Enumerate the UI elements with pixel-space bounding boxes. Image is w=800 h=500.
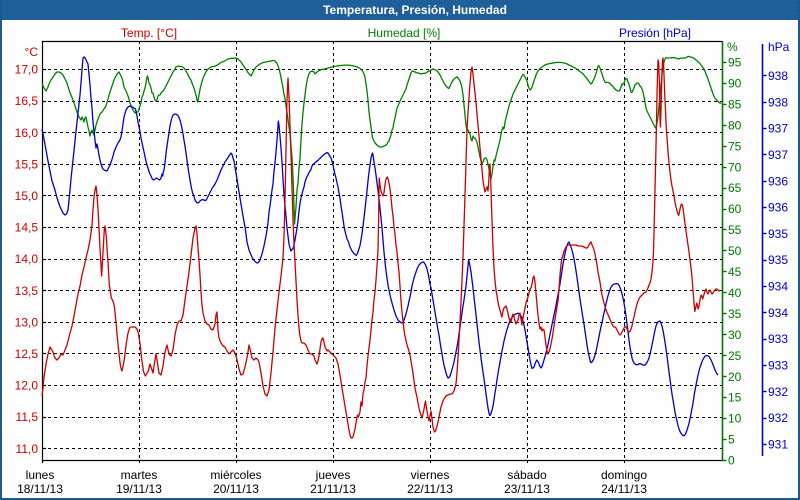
svg-text:domingo: domingo (601, 468, 647, 482)
svg-text:jueves: jueves (315, 468, 351, 482)
svg-text:martes: martes (121, 468, 158, 482)
svg-text:15,5: 15,5 (15, 157, 39, 171)
svg-text:934: 934 (768, 306, 788, 320)
svg-text:936: 936 (768, 174, 788, 188)
svg-text:55: 55 (728, 223, 742, 237)
svg-text:24/11/13: 24/11/13 (601, 482, 647, 496)
svg-text:40: 40 (728, 286, 742, 300)
svg-text:13,0: 13,0 (15, 315, 39, 329)
svg-text:45: 45 (728, 265, 742, 279)
svg-text:23/11/13: 23/11/13 (504, 482, 550, 496)
svg-text:932: 932 (768, 385, 788, 399)
svg-text:22/11/13: 22/11/13 (407, 482, 453, 496)
svg-text:20/11/13: 20/11/13 (213, 482, 259, 496)
svg-text:12,0: 12,0 (15, 379, 39, 393)
svg-text:937: 937 (768, 148, 788, 162)
svg-text:viernes: viernes (411, 468, 450, 482)
svg-text:18/11/13: 18/11/13 (17, 482, 63, 496)
svg-text:935: 935 (768, 253, 788, 267)
svg-text:15: 15 (728, 391, 742, 405)
svg-text:Temp. [°C]: Temp. [°C] (121, 26, 177, 40)
svg-text:5: 5 (728, 433, 735, 447)
svg-text:95: 95 (728, 56, 742, 70)
svg-text:hPa: hPa (768, 40, 790, 54)
svg-text:50: 50 (728, 244, 742, 258)
svg-text:Humedad [%]: Humedad [%] (368, 26, 441, 40)
svg-text:16,5: 16,5 (15, 94, 39, 108)
svg-text:933: 933 (768, 359, 788, 373)
svg-text:35: 35 (728, 307, 742, 321)
svg-text:936: 936 (768, 201, 788, 215)
svg-text:937: 937 (768, 122, 788, 136)
svg-text:938: 938 (768, 95, 788, 109)
svg-text:70: 70 (728, 160, 742, 174)
svg-text:21/11/13: 21/11/13 (310, 482, 356, 496)
svg-text:25: 25 (728, 349, 742, 363)
svg-text:931: 931 (768, 438, 788, 452)
svg-text:sábado: sábado (507, 468, 547, 482)
svg-text:65: 65 (728, 181, 742, 195)
svg-text:Presión [hPa]: Presión [hPa] (619, 26, 691, 40)
svg-text:30: 30 (728, 328, 742, 342)
svg-text:13,5: 13,5 (15, 284, 39, 298)
svg-text:935: 935 (768, 227, 788, 241)
svg-text:933: 933 (768, 332, 788, 346)
svg-text:14,0: 14,0 (15, 252, 39, 266)
svg-text:16,0: 16,0 (15, 126, 39, 140)
svg-text:15,0: 15,0 (15, 189, 39, 203)
svg-text:12,5: 12,5 (15, 347, 39, 361)
svg-text:11,5: 11,5 (16, 410, 39, 424)
svg-text:932: 932 (768, 411, 788, 425)
svg-text:19/11/13: 19/11/13 (116, 482, 162, 496)
svg-text:60: 60 (728, 202, 742, 216)
svg-text:20: 20 (728, 370, 742, 384)
svg-text:17,0: 17,0 (15, 63, 39, 77)
svg-text:80: 80 (728, 118, 742, 132)
svg-text:11,0: 11,0 (16, 442, 39, 456)
svg-text:%: % (727, 40, 738, 54)
svg-text:miércoles: miércoles (210, 468, 261, 482)
svg-text:938: 938 (768, 69, 788, 83)
svg-text:lunes: lunes (26, 468, 55, 482)
svg-text:14,5: 14,5 (15, 221, 39, 235)
svg-text:75: 75 (728, 139, 742, 153)
svg-text:85: 85 (728, 97, 742, 111)
svg-text:0: 0 (728, 454, 735, 468)
svg-text:90: 90 (728, 77, 742, 91)
svg-text:10: 10 (728, 412, 742, 426)
svg-text:°C: °C (25, 45, 39, 59)
svg-text:934: 934 (768, 280, 788, 294)
